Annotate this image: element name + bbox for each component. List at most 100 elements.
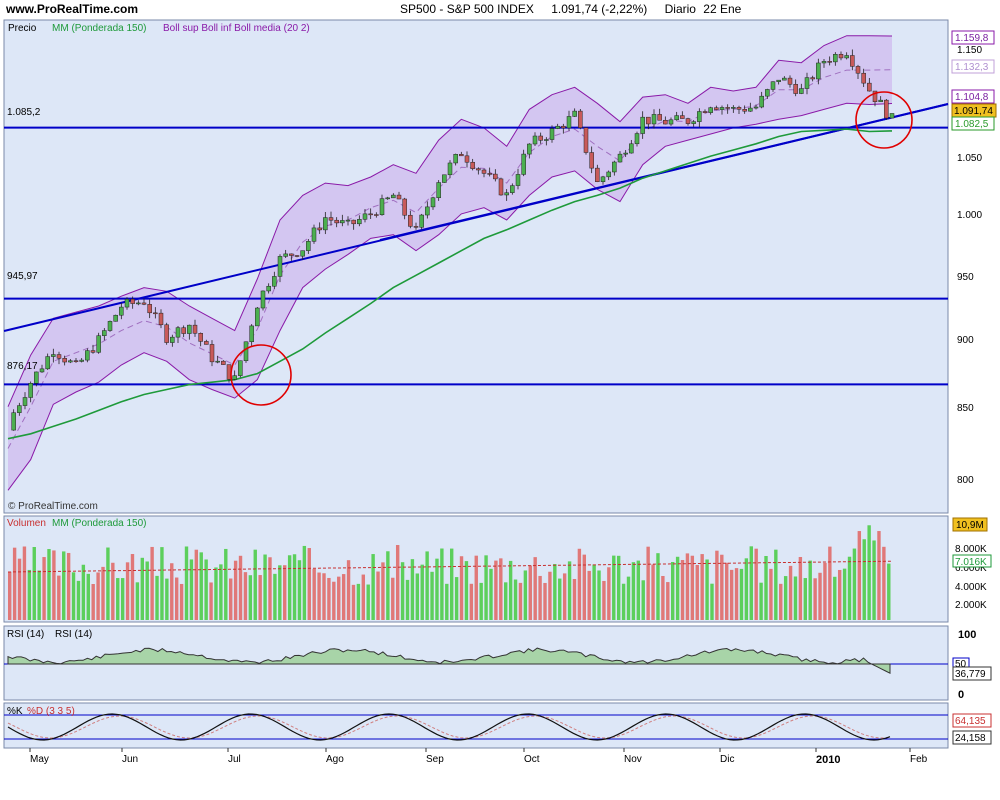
candle-up: [362, 213, 368, 220]
candle-up: [731, 107, 736, 109]
volume-bar: [720, 554, 724, 620]
volume-bar: [572, 578, 577, 620]
candle-down: [742, 108, 747, 112]
volume-bar: [808, 560, 812, 620]
candle-up: [527, 143, 532, 155]
volume-bar: [160, 547, 164, 620]
volume-bar: [135, 582, 140, 620]
candle-down: [317, 227, 322, 231]
volume-bar: [302, 545, 307, 620]
candle-up: [532, 135, 538, 145]
volume-bar: [494, 560, 498, 620]
candle-down: [328, 217, 334, 221]
candle-up: [544, 139, 549, 141]
candle-up: [113, 314, 118, 322]
legend-volume-ma: MM (Ponderada 150): [52, 518, 147, 529]
candle-down: [164, 324, 169, 343]
candle-down: [861, 72, 866, 84]
watermark: © ProRealTime.com: [8, 501, 98, 512]
svg-text:50: 50: [955, 659, 967, 670]
candle-down: [294, 255, 300, 257]
candle-up: [770, 81, 776, 90]
candle-up: [442, 174, 447, 183]
candle-up: [776, 79, 781, 82]
volume-bar: [395, 545, 400, 620]
volume-bar: [759, 582, 763, 620]
volume-bar: [857, 531, 862, 620]
site-name[interactable]: www.ProRealTime.com: [6, 2, 139, 16]
volume-bar: [734, 568, 739, 620]
volume-bar: [194, 549, 199, 620]
volume-bar: [371, 554, 375, 620]
candle-up: [340, 220, 345, 224]
volume-tick: 2.000K: [955, 600, 987, 611]
volume-bar: [381, 562, 385, 620]
volume-bar: [42, 557, 46, 620]
volume-bar: [253, 549, 257, 620]
volume-bar: [322, 573, 326, 620]
x-label: Dic: [720, 754, 734, 765]
candle-up: [691, 121, 696, 124]
svg-text:1.091,74: 1.091,74: [954, 106, 993, 117]
candle-up: [96, 335, 101, 353]
volume-bar: [602, 580, 606, 620]
tag-stoch-k: 64,135: [952, 713, 992, 728]
volume-bar: [862, 539, 866, 620]
volume-bar: [430, 571, 434, 620]
volume-tick: 4.000K: [955, 582, 987, 593]
volume-bar: [558, 578, 562, 620]
volume-bar: [779, 583, 783, 620]
volume-bar: [283, 565, 287, 620]
candle-down: [402, 198, 407, 216]
candle-down: [855, 66, 861, 74]
x-label: Nov: [624, 754, 642, 765]
tag-rsi-value: 36,779: [952, 666, 992, 681]
candle-down: [147, 304, 152, 314]
date: 22 Ene: [703, 2, 742, 16]
volume-ma-line: [7, 560, 893, 573]
volume-bar: [769, 568, 773, 620]
volume-tick: 6.000K: [955, 563, 987, 574]
volume-bar: [391, 577, 395, 620]
volume-bar: [513, 579, 518, 620]
volume-bar: [366, 584, 370, 620]
candle-down: [595, 167, 600, 182]
tag-last-price: 1.091,74: [951, 103, 997, 118]
volume-bar: [764, 556, 768, 620]
candle-down: [204, 341, 209, 345]
candle-down: [209, 344, 215, 363]
stochastic-panel[interactable]: [3, 702, 949, 749]
candle-down: [334, 219, 339, 224]
volume-bar: [81, 564, 86, 620]
legend-rsi-2: RSI (14): [55, 629, 92, 640]
volume-bar: [130, 554, 135, 620]
candle-up: [277, 256, 283, 277]
candle-down: [850, 55, 855, 67]
candle-down: [646, 116, 651, 125]
candle-down: [827, 61, 832, 63]
price-panel[interactable]: [3, 19, 949, 514]
candle-down: [73, 360, 79, 362]
x-label: Feb: [910, 754, 928, 765]
volume-bar: [587, 570, 591, 620]
candle-up: [606, 171, 611, 178]
volume-bar: [165, 578, 169, 620]
candle-up: [504, 192, 509, 196]
candle-up: [572, 110, 577, 117]
volume-bar: [332, 581, 336, 620]
volume-bar: [783, 576, 788, 620]
volume-bar: [833, 576, 837, 620]
volume-bar: [410, 559, 415, 620]
hline-label-3: 876,17: [7, 361, 38, 372]
volume-bar: [435, 558, 439, 620]
candle-down: [221, 360, 226, 365]
candle-up: [833, 54, 838, 63]
svg-text:1.132,3: 1.132,3: [955, 62, 989, 73]
volume-bar: [22, 546, 27, 620]
candle-up: [124, 298, 130, 308]
candle-down: [493, 173, 498, 180]
volume-bar: [341, 574, 346, 620]
volume-bar: [538, 575, 542, 620]
volume-bar: [459, 556, 464, 620]
